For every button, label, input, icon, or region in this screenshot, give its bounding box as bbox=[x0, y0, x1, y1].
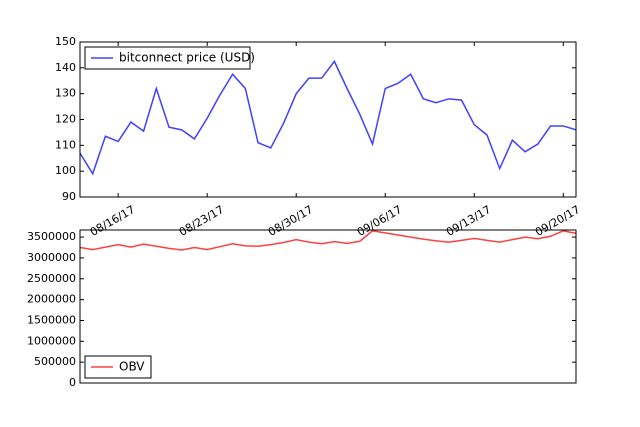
legend-box bbox=[84, 46, 251, 70]
data-line bbox=[79, 59, 577, 176]
y-tick-label: 500000 bbox=[34, 355, 76, 368]
x-tick-label: 08/30/17 bbox=[266, 203, 315, 239]
legend-label: OBV bbox=[119, 360, 145, 374]
y-tick-label: 150 bbox=[55, 35, 76, 48]
y-tick-label: 2500000 bbox=[27, 272, 76, 285]
y-tick-label: 3000000 bbox=[27, 251, 76, 264]
legend-box bbox=[84, 355, 152, 379]
data-line bbox=[79, 230, 577, 251]
axes-frame bbox=[79, 229, 577, 384]
y-tick-label: 3500000 bbox=[27, 230, 76, 243]
y-tick-label: 1000000 bbox=[27, 334, 76, 347]
axes-frame bbox=[79, 41, 577, 198]
y-tick-label: 90 bbox=[62, 190, 76, 203]
y-tick-label: 140 bbox=[55, 61, 76, 74]
y-tick-label: 0 bbox=[69, 376, 76, 389]
legend-label: bitconnect price (USD) bbox=[119, 51, 255, 65]
y-tick-label: 100 bbox=[55, 164, 76, 177]
y-tick-label: 1500000 bbox=[27, 313, 76, 326]
y-tick-label: 110 bbox=[55, 138, 76, 151]
x-tick-label: 08/23/17 bbox=[177, 203, 226, 239]
y-tick-label: 120 bbox=[55, 113, 76, 126]
y-tick-label: 130 bbox=[55, 87, 76, 100]
x-tick-label: 08/16/17 bbox=[88, 203, 137, 239]
y-tick-label: 2000000 bbox=[27, 293, 76, 306]
x-tick-label: 09/06/17 bbox=[355, 203, 404, 239]
x-tick-label: 09/13/17 bbox=[444, 203, 493, 239]
